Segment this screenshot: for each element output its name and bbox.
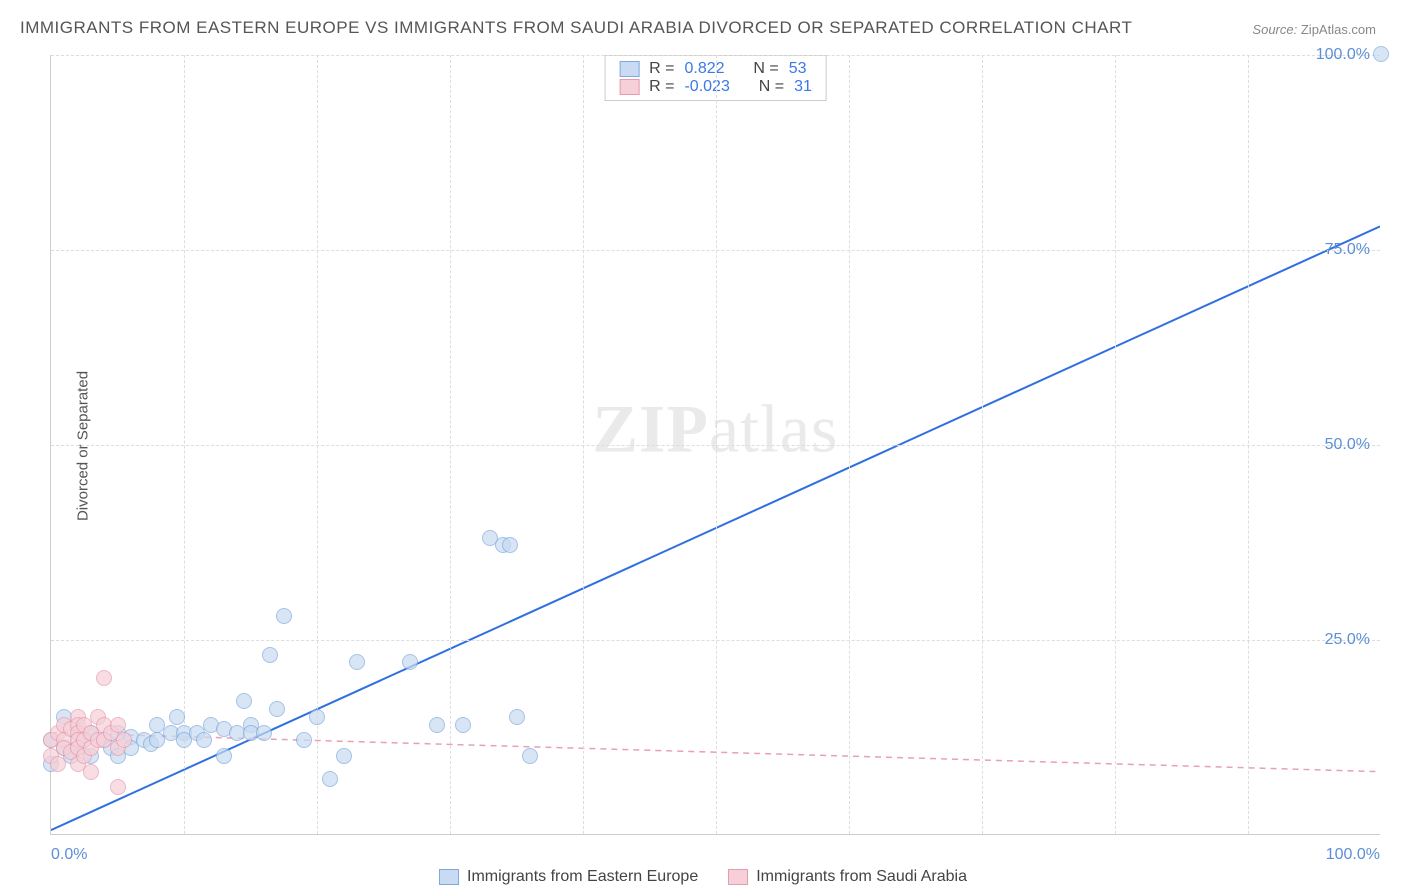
data-point [509,709,525,725]
legend-item-1: Immigrants from Eastern Europe [439,868,698,886]
data-point [83,764,99,780]
y-tick-label: 100.0% [1316,46,1370,64]
data-point [110,779,126,795]
data-point [269,701,285,717]
source-label: Source: [1252,22,1297,37]
gridline-v [450,55,451,834]
data-point [322,771,338,787]
data-point [262,647,278,663]
r-label: R = [649,78,674,96]
legend-item-2: Immigrants from Saudi Arabia [728,868,967,886]
legend-swatch-2 [728,869,748,885]
y-tick-label: 75.0% [1325,241,1370,259]
legend-swatch-1 [439,869,459,885]
data-point [1373,46,1389,62]
data-point [402,654,418,670]
gridline-v [583,55,584,834]
swatch-series-1 [619,61,639,77]
data-point [522,748,538,764]
watermark-light: atlas [709,390,839,466]
legend: Immigrants from Eastern Europe Immigrant… [439,868,967,886]
data-point [502,537,518,553]
r-value-1: 0.822 [684,60,724,78]
data-point [349,654,365,670]
data-point [296,732,312,748]
chart-title: IMMIGRANTS FROM EASTERN EUROPE VS IMMIGR… [20,18,1132,38]
y-tick-label: 50.0% [1325,436,1370,454]
gridline-v [982,55,983,834]
legend-label-2: Immigrants from Saudi Arabia [756,868,967,886]
data-point [256,725,272,741]
r-value-2: -0.023 [684,78,729,96]
data-point [309,709,325,725]
source-value: ZipAtlas.com [1301,22,1376,37]
data-point [50,756,66,772]
gridline-v [1115,55,1116,834]
data-point [216,748,232,764]
swatch-series-2 [619,79,639,95]
watermark-bold: ZIP [593,390,709,466]
x-tick-max: 100.0% [1326,846,1380,864]
legend-label-1: Immigrants from Eastern Europe [467,868,698,886]
n-label: N = [759,78,784,96]
gridline-v [1248,55,1249,834]
n-value-1: 53 [789,60,807,78]
data-point [336,748,352,764]
n-value-2: 31 [794,78,812,96]
data-point [196,732,212,748]
x-tick-min: 0.0% [51,846,87,864]
data-point [236,693,252,709]
data-point [110,717,126,733]
data-point [96,670,112,686]
data-point [429,717,445,733]
source-attribution: Source: ZipAtlas.com [1252,22,1376,37]
gridline-v [849,55,850,834]
data-point [276,608,292,624]
data-point [169,709,185,725]
scatter-plot: ZIPatlas R = 0.822 N = 53 R = -0.023 N =… [50,55,1380,835]
y-tick-label: 25.0% [1325,631,1370,649]
data-point [455,717,471,733]
gridline-v [716,55,717,834]
n-label: N = [753,60,778,78]
r-label: R = [649,60,674,78]
data-point [116,732,132,748]
